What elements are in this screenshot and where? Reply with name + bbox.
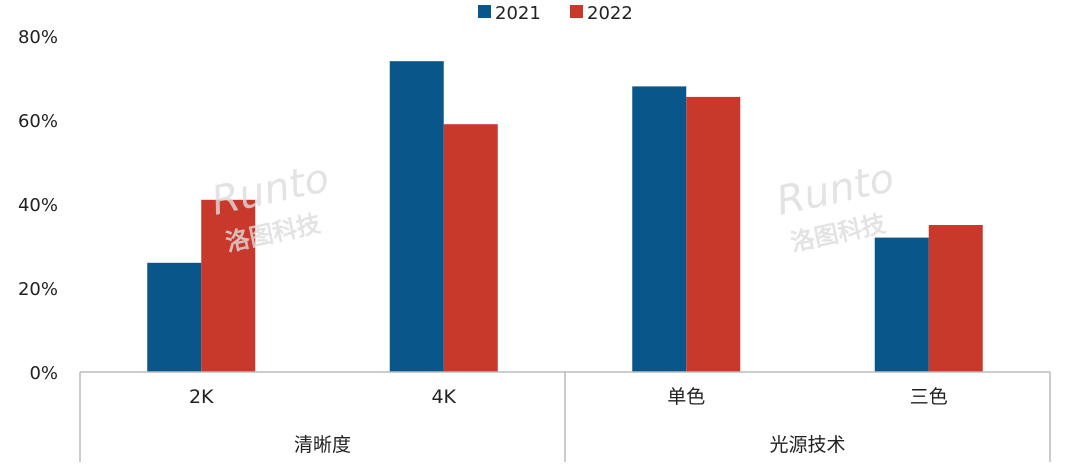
group-label: 清晰度: [294, 434, 351, 456]
bar-2022-4K: [443, 124, 498, 372]
bar-2022-2K: [201, 199, 256, 372]
bar-2021-单色: [632, 86, 687, 373]
x-tick-label: 2K: [189, 386, 214, 408]
y-tick-label: 40%: [18, 195, 58, 216]
y-tick-label: 60%: [18, 111, 58, 132]
y-tick-label: 20%: [18, 279, 58, 300]
legend-label: 2021: [495, 3, 541, 24]
bar-2021-4K: [389, 61, 444, 372]
group-label: 光源技术: [769, 434, 845, 456]
bar-2022-单色: [686, 96, 741, 373]
x-tick-label: 三色: [910, 386, 948, 408]
y-tick-label: 0%: [29, 363, 58, 384]
y-tick-label: 80%: [18, 27, 58, 48]
legend-label: 2022: [587, 3, 633, 24]
legend-swatch: [478, 5, 491, 18]
legend-swatch: [570, 5, 583, 18]
bar-2021-2K: [147, 262, 202, 372]
bars: [147, 61, 983, 373]
x-tick-label: 单色: [667, 386, 705, 408]
legend: 2021 2022: [478, 3, 633, 24]
bar-2021-三色: [874, 237, 929, 372]
y-axis: 0% 20% 40% 60% 80%: [18, 27, 58, 384]
bar-2022-三色: [928, 225, 983, 372]
x-tick-label: 4K: [431, 386, 456, 408]
